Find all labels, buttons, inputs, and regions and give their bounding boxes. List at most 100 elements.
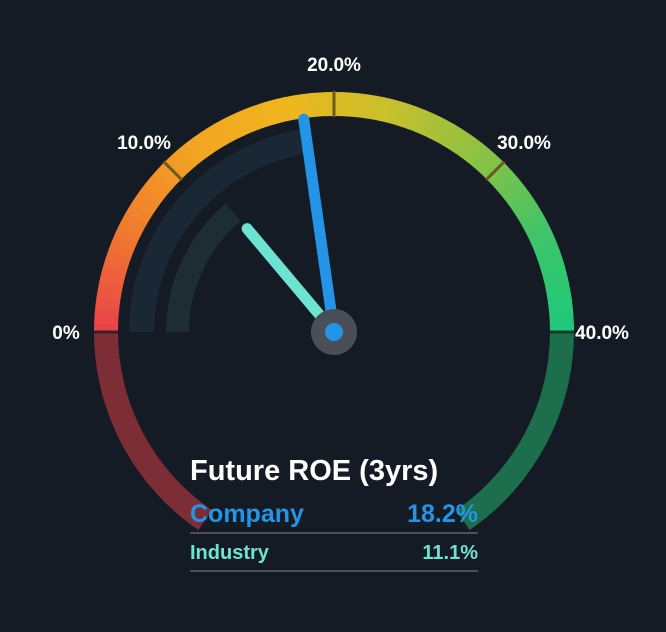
color-arc-segment: [504, 184, 529, 206]
color-arc-segment: [428, 116, 448, 142]
color-arc-segment: [99, 273, 125, 288]
color-arc-segment: [118, 218, 144, 238]
color-arc-segment: [334, 92, 344, 117]
color-arc-segment: [371, 95, 385, 121]
color-arc-segment: [108, 241, 135, 259]
color-arc-segment: [386, 99, 402, 125]
color-arc-segment: [186, 137, 208, 162]
color-arc-segment: [513, 197, 539, 219]
color-arc-segment: [543, 273, 569, 288]
color-arc-segment: [517, 204, 543, 225]
color-arc-segment: [508, 190, 534, 212]
color-arc-segment: [192, 132, 214, 158]
color-arc-segment: [547, 298, 573, 311]
color-arc-segment: [122, 211, 148, 231]
color-arc-segment: [541, 265, 568, 281]
color-arc-segment: [144, 176, 170, 200]
gauge-lower-arcs: [94, 332, 574, 530]
color-arc-segment: [531, 234, 557, 252]
legend-row-industry: Industry 11.1%: [190, 536, 478, 572]
color-arc-segment: [454, 133, 476, 158]
color-arc-segment: [111, 233, 138, 252]
legend-company-name: Company: [190, 499, 304, 528]
color-arc-segment: [534, 242, 560, 259]
color-arc-segment: [155, 164, 180, 188]
color-arc-segment: [139, 183, 165, 206]
chart-title: Future ROE (3yrs): [190, 455, 439, 487]
color-arc-segment: [236, 109, 254, 135]
legend-industry-name: Industry: [190, 541, 269, 564]
color-arc-segment: [167, 153, 191, 177]
color-arc-segment: [221, 115, 241, 142]
legend-company-value: 18.2%: [407, 499, 478, 528]
color-arc-segment: [472, 148, 496, 173]
tick-label-30: 30.0%: [497, 133, 551, 154]
color-arc-segment: [317, 92, 328, 117]
color-arc-segment: [130, 196, 156, 218]
color-arc-segment: [101, 264, 127, 280]
color-arc-segment: [97, 281, 123, 295]
color-arc-segment: [114, 225, 141, 245]
color-arc-segment: [378, 97, 393, 123]
tick-label-0: 0%: [52, 323, 80, 344]
color-arc-segment: [489, 165, 513, 189]
color-arc-segment: [478, 153, 502, 178]
color-arc-segment: [536, 249, 563, 267]
needle-company: [298, 113, 340, 338]
color-arc-segment: [300, 93, 313, 119]
color-arc-segment: [549, 315, 574, 326]
color-arc-segment: [524, 219, 551, 239]
tick-label-20: 20.0%: [307, 55, 361, 76]
gauge-tick-labels: 0% 10.0% 20.0% 30.0% 40.0%: [52, 55, 629, 344]
color-arc-segment: [499, 177, 524, 200]
color-arc-segment: [135, 190, 160, 212]
color-arc-segment: [435, 120, 455, 146]
color-arc-segment: [179, 142, 202, 167]
color-arc-segment: [199, 127, 221, 153]
color-arc-segment: [94, 322, 119, 332]
color-arc-segment: [548, 306, 574, 318]
lower-arc-right: [456, 332, 574, 530]
color-arc-segment: [126, 204, 152, 224]
color-arc-segment: [393, 101, 410, 127]
color-arc-segment: [466, 142, 490, 168]
gauge-hub-dot: [325, 323, 343, 341]
color-arc-segment: [442, 124, 462, 150]
color-arc-segment: [521, 212, 547, 232]
color-arc-segment: [494, 171, 519, 194]
tick-label-40: 40.0%: [575, 323, 629, 344]
color-arc-segment: [275, 97, 290, 123]
color-arc-segment: [228, 112, 247, 138]
tick-label-10: 10.0%: [117, 133, 171, 154]
color-arc-segment: [244, 106, 261, 132]
color-arc-segment: [308, 92, 320, 118]
gauge-color-arc: [94, 92, 574, 332]
color-arc-segment: [214, 119, 234, 145]
color-arc-segment: [150, 170, 175, 194]
color-arc-segment: [400, 103, 417, 130]
company-band: [129, 129, 309, 332]
color-arc-segment: [549, 323, 574, 332]
tick-mark-30: [484, 160, 506, 182]
industry-band: [166, 203, 241, 332]
color-arc-segment: [267, 98, 283, 125]
lower-arc-left: [94, 332, 212, 530]
gauge-band-arcs: [129, 129, 309, 332]
color-arc-segment: [103, 256, 129, 273]
gauge-legend: Future ROE (3yrs) Company 18.2% Industry…: [190, 452, 478, 572]
color-arc-segment: [251, 103, 269, 130]
color-arc-segment: [421, 112, 441, 139]
color-arc-segment: [539, 257, 565, 274]
tick-mark-10: [162, 160, 184, 182]
color-arc-segment: [259, 101, 276, 127]
color-arc-segment: [407, 106, 425, 133]
legend-industry-value: 11.1%: [422, 541, 478, 564]
color-arc-segment: [94, 314, 119, 325]
color-arc-segment: [206, 123, 227, 149]
color-arc-segment: [105, 249, 132, 266]
color-arc-segment: [460, 137, 483, 163]
legend-row-company: Company 18.2%: [190, 496, 478, 534]
color-arc-segment: [414, 109, 433, 136]
color-arc-segment: [341, 92, 352, 117]
